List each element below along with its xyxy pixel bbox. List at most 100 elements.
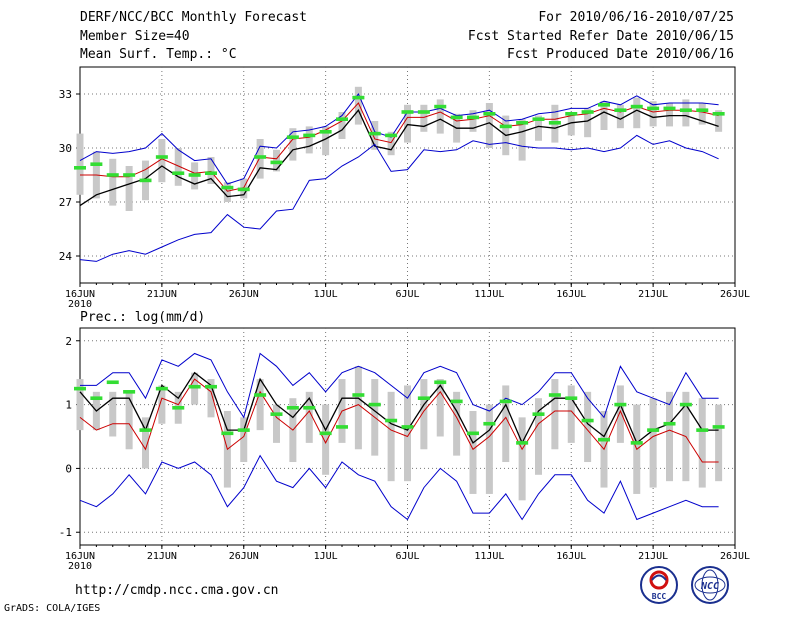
temp-median-dash bbox=[352, 95, 365, 100]
bcc-logo-text: BCC bbox=[652, 592, 667, 601]
temp-spread-bar bbox=[76, 133, 84, 195]
temp-spread-bar bbox=[289, 128, 297, 161]
precip-median-dash bbox=[401, 425, 414, 429]
temp-median-dash bbox=[74, 166, 86, 170]
temp-median-dash bbox=[532, 117, 545, 121]
precip-spread-bar bbox=[436, 379, 444, 437]
precip-xtick-label: 21JUN bbox=[147, 551, 177, 562]
temp-spread-bar bbox=[535, 115, 542, 141]
precip-xtick-label: 21JUL bbox=[638, 551, 668, 562]
temp-ytick-label: 24 bbox=[59, 250, 73, 263]
temp-spread-bar bbox=[616, 104, 624, 129]
temp-spread-bar bbox=[666, 103, 673, 127]
precip-xtick-label: 11JUL bbox=[474, 551, 504, 562]
precip-spread-bar bbox=[649, 398, 657, 488]
temp-spread-bar bbox=[158, 139, 166, 183]
temp-xtick-year: 2010 bbox=[68, 299, 92, 310]
precip-median-dash bbox=[237, 428, 250, 432]
precip-series-median bbox=[79, 371, 719, 445]
precip-ytick-label: -1 bbox=[59, 526, 72, 539]
precip-ytick-label: 0 bbox=[65, 462, 72, 475]
temp-xtick-label: 6JUL bbox=[395, 289, 419, 300]
precip-median-dash bbox=[385, 418, 398, 423]
temp-ytick-label: 33 bbox=[59, 88, 72, 101]
temp-median-dash bbox=[450, 115, 463, 120]
precip-xtick-label: 26JUN bbox=[229, 551, 259, 562]
precip-median-dash bbox=[417, 396, 430, 401]
temp-variable-label: Mean Surf. Temp.: °C bbox=[80, 47, 237, 62]
temp-spread-bar bbox=[174, 148, 182, 186]
temp-median-dash bbox=[90, 162, 103, 166]
precip-spread-bar bbox=[142, 417, 149, 469]
temp-spread-bar bbox=[125, 166, 133, 211]
temp-series-ensemble-mean bbox=[80, 102, 719, 192]
precip-median-dash bbox=[679, 402, 692, 407]
precip-median-dash bbox=[336, 425, 348, 429]
temp-xtick-label: 1JUL bbox=[314, 289, 338, 300]
temp-median-dash bbox=[614, 108, 627, 112]
precip-median-dash bbox=[303, 405, 316, 410]
temp-median-dash bbox=[139, 178, 152, 183]
precip-median-dash bbox=[352, 393, 365, 397]
temp-spread-bar bbox=[567, 112, 575, 136]
precip-median-dash bbox=[254, 393, 267, 397]
precip-median-dash bbox=[368, 402, 381, 407]
precip-ytick-label: 1 bbox=[65, 399, 72, 412]
precip-spread-bar bbox=[469, 410, 477, 494]
precip-median-dash bbox=[90, 396, 103, 401]
temp-spread-bar bbox=[354, 86, 362, 125]
temp-median-dash bbox=[385, 133, 398, 138]
temp-median-dash bbox=[254, 155, 267, 159]
temp-median-dash bbox=[368, 131, 381, 136]
precip-median-dash bbox=[319, 431, 332, 436]
precip-median-dash bbox=[221, 431, 234, 436]
temp-spread-bar bbox=[584, 108, 592, 138]
temp-median-dash bbox=[188, 173, 201, 177]
precip-median-dash bbox=[434, 380, 447, 385]
precip-spread-bar bbox=[354, 366, 362, 450]
precip-spread-bar bbox=[715, 404, 723, 482]
precip-xtick-label: 26JUL bbox=[720, 551, 750, 562]
logos: BCC NCC bbox=[640, 566, 729, 604]
precip-median-dash bbox=[483, 421, 496, 426]
temp-median-dash bbox=[483, 112, 496, 116]
precip-spread-bar bbox=[567, 385, 575, 443]
temp-spread-bar bbox=[436, 99, 444, 134]
precip-spread-bar bbox=[584, 391, 592, 463]
precip-median-dash bbox=[581, 418, 594, 423]
precip-median-dash bbox=[188, 384, 201, 389]
temp-median-dash bbox=[106, 173, 119, 177]
temp-spread-bar bbox=[305, 126, 313, 154]
precip-spread-bar bbox=[240, 417, 248, 463]
temp-median-dash bbox=[679, 108, 692, 112]
precip-median-dash bbox=[450, 399, 463, 404]
precip-spread-bar bbox=[616, 385, 624, 443]
precip-median-dash bbox=[106, 380, 119, 385]
forecast-period: For 2010/06/16-2010/07/25 bbox=[538, 10, 734, 25]
precip-xtick-label: 16JUN bbox=[65, 551, 95, 562]
precip-median-dash bbox=[696, 428, 709, 432]
temp-series-min bbox=[79, 134, 719, 262]
temp-spread-bar bbox=[109, 158, 117, 206]
precip-spread-bar bbox=[273, 404, 280, 443]
temp-xtick-label: 11JUL bbox=[474, 289, 504, 300]
forecast-start-date: Fcst Started Refer Date 2010/06/15 bbox=[467, 29, 734, 44]
precip-median-dash bbox=[647, 428, 660, 432]
temp-median-dash bbox=[516, 121, 529, 125]
temp-median-dash bbox=[319, 130, 332, 134]
precip-median-dash bbox=[663, 421, 676, 426]
precip-median-dash bbox=[565, 396, 578, 401]
temp-median-dash bbox=[417, 110, 430, 114]
precip-median-dash bbox=[630, 441, 643, 445]
temp-ytick-label: 27 bbox=[59, 196, 72, 209]
temp-median-dash bbox=[303, 133, 316, 138]
precip-spread-bar bbox=[698, 398, 706, 488]
temp-spread-bar bbox=[207, 157, 215, 184]
chart-title: DERF/NCC/BCC Monthly Forecast bbox=[80, 10, 307, 25]
precip-median-dash bbox=[155, 386, 168, 391]
temp-spread-bar bbox=[322, 126, 330, 156]
precip-spread-bar bbox=[125, 391, 133, 450]
precip-spread-bar bbox=[404, 385, 411, 482]
footer-url[interactable]: http://cmdp.ncc.cma.gov.cn bbox=[75, 583, 279, 598]
temp-xtick-label: 21JUN bbox=[147, 289, 177, 300]
